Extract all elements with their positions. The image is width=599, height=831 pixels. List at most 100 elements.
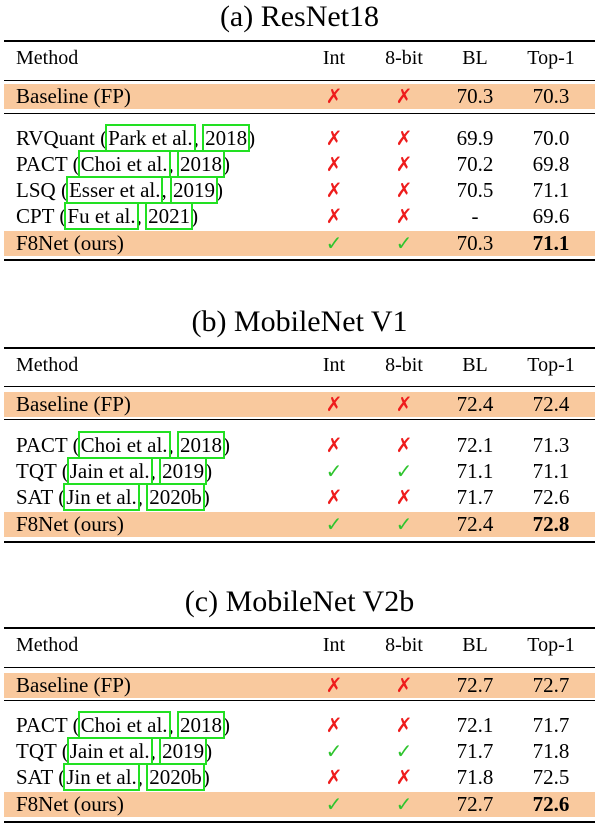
baseline-row: Baseline (FP) ✗ ✗ 72.4 72.4 (4, 392, 595, 417)
eight-bit-cross-icon: ✗ (395, 84, 413, 108)
top1-value: 70.0 (532, 126, 570, 150)
int-cross-icon: ✗ (325, 673, 343, 697)
paren-open: ( (72, 433, 80, 457)
citation-year-link[interactable]: 2019 (159, 737, 208, 765)
table-row: CPT (Fu et al., 2021) ✗ ✗ - 69.6 (4, 202, 595, 230)
bl-value: 71.8 (456, 765, 494, 789)
eight-bit-cross-icon: ✗ (395, 178, 413, 202)
method-cell: TQT (Jain et al., 2019) (16, 737, 213, 765)
bl-value: - (471, 204, 479, 228)
citation-year-link[interactable]: 2018 (177, 431, 226, 459)
citation-author-link[interactable]: Jain et al. (66, 737, 153, 765)
paren-close: ) (205, 459, 213, 483)
method-cell: SAT (Jin et al., 2020b) (16, 483, 210, 511)
paren-close: ) (205, 739, 213, 763)
ours-row: F8Net (ours) ✓ ✓ 70.3 71.1 (4, 231, 595, 256)
citation-year-link[interactable]: 2020b (146, 763, 205, 791)
eight-bit-cross-icon: ✗ (395, 485, 413, 509)
int-check-icon: ✓ (325, 459, 343, 483)
citation-author-link[interactable]: Park et al. (105, 124, 196, 152)
baseline-method: Baseline (FP) (16, 392, 131, 416)
table-rule (4, 80, 595, 81)
header-method: Method (16, 634, 79, 656)
eight-bit-check-icon: ✓ (395, 739, 413, 763)
citation-author-link[interactable]: Jin et al. (63, 763, 140, 791)
bl-value: 70.5 (456, 178, 494, 202)
bl-value: 69.9 (456, 126, 494, 150)
citation-author-link[interactable]: Jin et al. (63, 483, 140, 511)
citation-author-link[interactable]: Choi et al. (77, 431, 171, 459)
int-cross-icon: ✗ (325, 152, 343, 176)
baseline-method: Baseline (FP) (16, 84, 131, 108)
baseline-row: Baseline (FP) ✗ ✗ 70.3 70.3 (4, 84, 595, 109)
citation-author-link[interactable]: Choi et al. (77, 711, 171, 739)
citation-author-link[interactable]: Jain et al. (66, 457, 153, 485)
ours-method: F8Net (ours) (16, 231, 124, 255)
top1-value: 72.5 (532, 765, 570, 789)
top1-value: 69.8 (532, 152, 570, 176)
citation-year-link[interactable]: 2020b (146, 483, 205, 511)
top1-value: 71.1 (532, 178, 570, 202)
table-rule (4, 113, 595, 114)
int-check-icon: ✓ (325, 739, 343, 763)
table-rule (4, 419, 595, 420)
int-cross-icon: ✗ (325, 84, 343, 108)
citation-year-link[interactable]: 2019 (159, 457, 208, 485)
method-cell: CPT (Fu et al., 2021) (16, 202, 199, 230)
citation-year-link[interactable]: 2018 (177, 150, 226, 178)
method-cell: PACT (Choi et al., 2018) (16, 431, 231, 459)
header-top1: Top-1 (527, 634, 575, 656)
table-rule (4, 386, 595, 387)
method-name: CPT (16, 204, 55, 228)
header-bl: BL (462, 47, 488, 69)
int-check-icon: ✓ (325, 512, 343, 536)
int-cross-icon: ✗ (325, 765, 343, 789)
table-rule (4, 627, 595, 629)
citation-year-link[interactable]: 2019 (169, 176, 218, 204)
ours-method: F8Net (ours) (16, 512, 124, 536)
int-cross-icon: ✗ (325, 713, 343, 737)
section-title: (b) MobileNet V1 (191, 305, 408, 338)
method-name: PACT (16, 152, 68, 176)
citation-author-link[interactable]: Fu et al. (64, 202, 139, 230)
header-method: Method (16, 47, 79, 69)
citation-year-link[interactable]: 2018 (177, 711, 226, 739)
int-cross-icon: ✗ (325, 178, 343, 202)
table-row: SAT (Jin et al., 2020b) ✗ ✗ 71.8 72.5 (4, 763, 595, 791)
top1-value: 71.1 (532, 231, 570, 255)
baseline-row: Baseline (FP) ✗ ✗ 72.7 72.7 (4, 673, 595, 698)
table-rule (4, 40, 595, 42)
header-top1: Top-1 (527, 354, 575, 376)
int-check-icon: ✓ (325, 231, 343, 255)
paren-open: ( (61, 459, 69, 483)
table-rule (4, 667, 595, 668)
bl-value: 72.1 (456, 433, 494, 457)
ours-method: F8Net (ours) (16, 792, 124, 816)
table-row: RVQuant (Park et al., 2018) ✗ ✗ 69.9 70.0 (4, 124, 595, 152)
method-name: PACT (16, 713, 68, 737)
method-cell: SAT (Jin et al., 2020b) (16, 763, 210, 791)
table-rule (4, 259, 595, 261)
citation-year-link[interactable]: 2018 (202, 124, 251, 152)
table-header-row: Method Int 8-bit BL Top-1 (4, 353, 595, 378)
table-row: SAT (Jin et al., 2020b) ✗ ✗ 71.7 72.6 (4, 483, 595, 511)
method-cell: RVQuant (Park et al., 2018) (16, 124, 256, 152)
header-bl: BL (462, 634, 488, 656)
eight-bit-cross-icon: ✗ (395, 126, 413, 150)
bl-value: 72.4 (456, 392, 494, 416)
paren-open: ( (72, 152, 80, 176)
bl-value: 72.7 (456, 673, 494, 697)
bl-value: 71.7 (456, 739, 494, 763)
int-check-icon: ✓ (325, 792, 343, 816)
top1-value: 71.3 (532, 433, 570, 457)
table-row: TQT (Jain et al., 2019) ✓ ✓ 71.7 71.8 (4, 737, 595, 765)
header-int: Int (322, 634, 346, 656)
citation-year-link[interactable]: 2021 (145, 202, 194, 230)
citation-author-link[interactable]: Esser et al. (65, 176, 164, 204)
top1-value: 72.7 (532, 673, 570, 697)
paren-close: ) (223, 433, 231, 457)
eight-bit-cross-icon: ✗ (395, 433, 413, 457)
top1-value: 72.8 (532, 512, 570, 536)
citation-author-link[interactable]: Choi et al. (77, 150, 171, 178)
paren-open: ( (60, 178, 68, 202)
